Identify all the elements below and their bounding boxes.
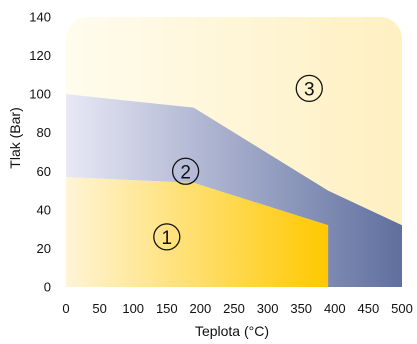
x-tick-label: 50 — [92, 301, 106, 316]
x-tick-label: 350 — [290, 301, 312, 316]
zone-label-circle — [171, 157, 200, 185]
zone-1-area — [66, 177, 329, 287]
y-tick-label: 40 — [37, 202, 51, 217]
x-tick-label: 450 — [358, 301, 380, 316]
ticks-layer: 0 50 100 150 200 250 300 350 400 450 500 0 20 40 60 80 1… — [29, 10, 413, 317]
x-tick-label: 150 — [156, 301, 178, 316]
zone-2-marker: 2 — [171, 157, 200, 185]
x-axis-label: Teplota (°C) — [195, 323, 269, 339]
zone-2-area — [66, 94, 402, 288]
x-tick-label: 400 — [324, 301, 346, 316]
y-tick-label: 60 — [37, 164, 51, 179]
y-tick-label: 80 — [37, 125, 51, 140]
zone-label-text: 1 — [162, 228, 173, 249]
y-tick-label: 120 — [29, 48, 51, 63]
y-axis-label: Tlak (Bar) — [7, 107, 23, 168]
x-tick-label: 100 — [122, 301, 144, 316]
zones-layer — [66, 17, 402, 288]
y-tick-label: 0 — [44, 280, 51, 295]
zone-labels-layer: 1 2 3 — [153, 74, 323, 251]
zone-label-text: 2 — [180, 162, 191, 183]
x-tick-label: 250 — [223, 301, 245, 316]
zone-1-marker: 1 — [153, 223, 181, 251]
x-tick-label: 500 — [391, 301, 413, 316]
zone-label-text: 3 — [304, 79, 315, 100]
y-tick-label: 100 — [29, 87, 51, 102]
zone-3-marker: 3 — [295, 74, 323, 103]
x-tick-label: 300 — [257, 301, 279, 316]
zone-label-circle — [153, 223, 181, 251]
x-tick-label: 200 — [190, 301, 212, 316]
x-tick-label: 0 — [62, 301, 69, 316]
zone-label-circle — [295, 74, 323, 103]
y-tick-label: 20 — [37, 241, 51, 256]
y-tick-label: 140 — [29, 10, 51, 25]
